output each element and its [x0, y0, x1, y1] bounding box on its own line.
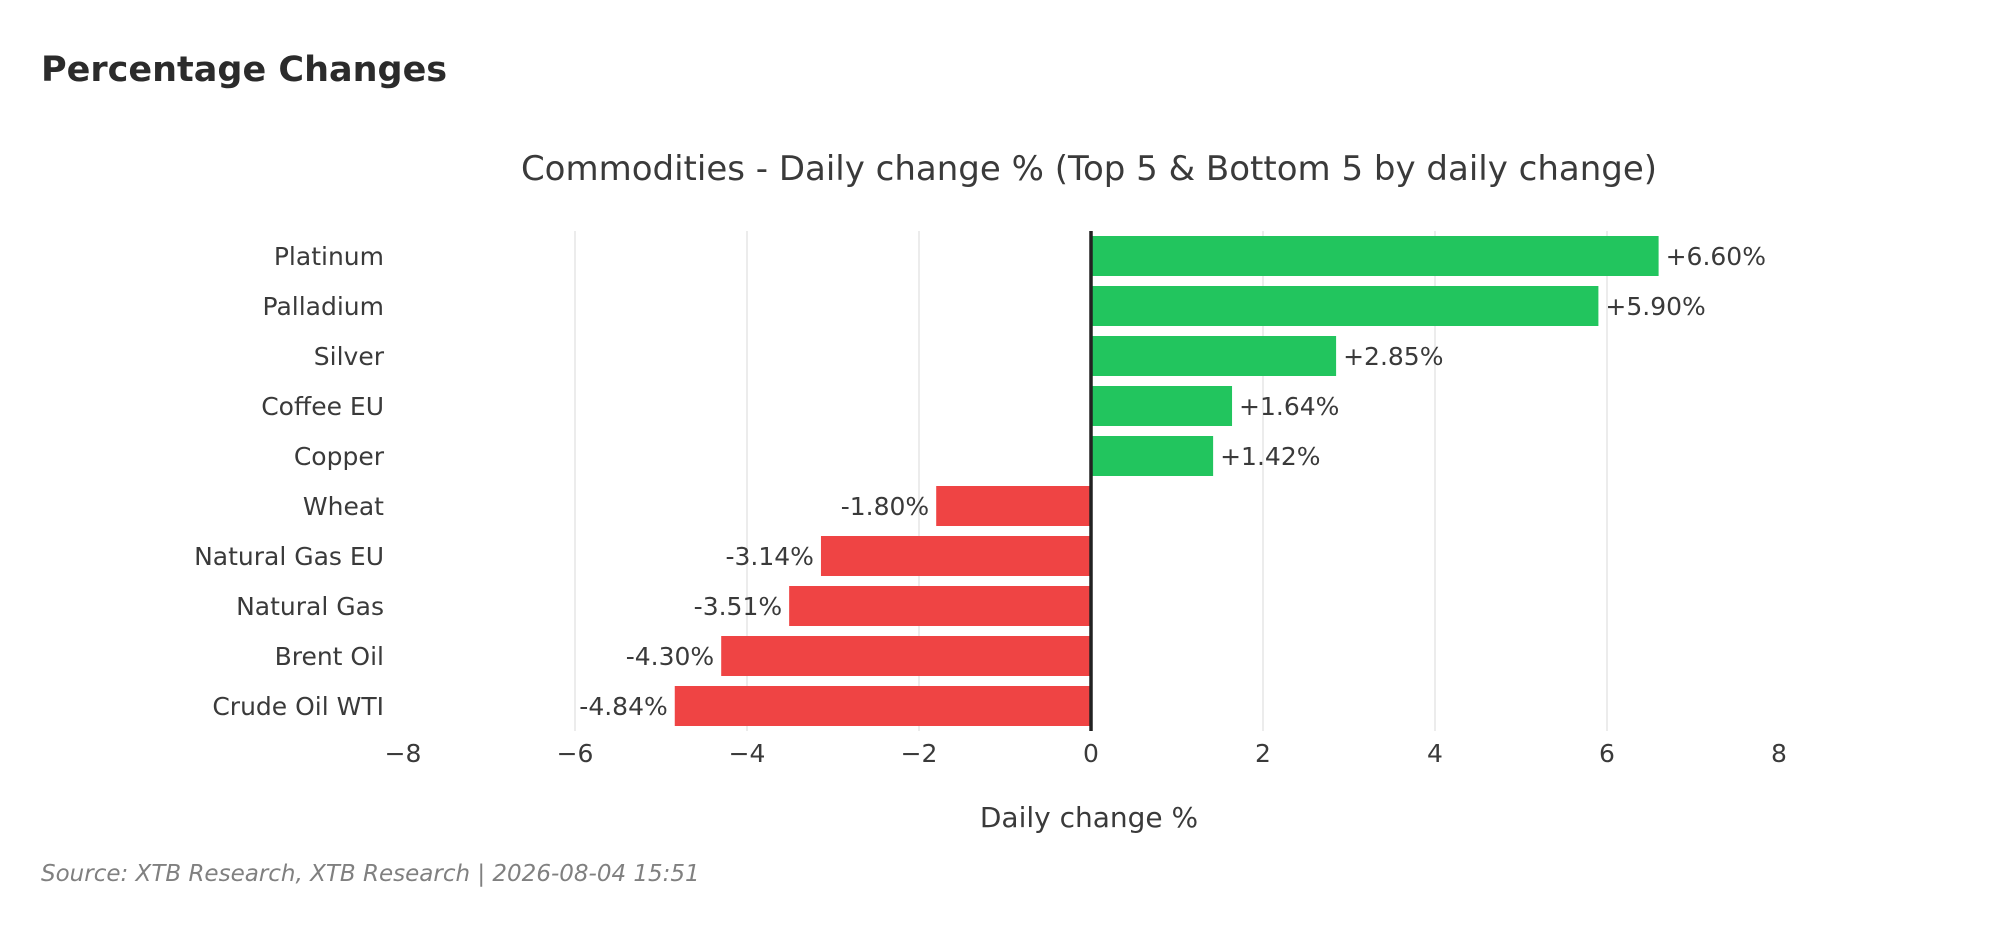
- x-tick-label: −4: [729, 739, 766, 768]
- bars: [674, 236, 1659, 726]
- x-tick-labels: −8 −6 −4 −2 0 2 4 6 8: [385, 739, 1787, 768]
- x-tick-label: −8: [385, 739, 422, 768]
- x-tick-label: 6: [1599, 739, 1615, 768]
- bar-value-label: -4.84%: [579, 692, 667, 721]
- bar: [789, 586, 1091, 626]
- category-label: Palladium: [263, 292, 385, 321]
- bar: [721, 636, 1091, 676]
- page-heading: Percentage Changes: [41, 50, 448, 90]
- bar-value-label: -4.30%: [626, 642, 714, 671]
- bar: [1091, 336, 1337, 376]
- bar-value-label: +1.42%: [1220, 442, 1320, 471]
- bar-value-label: +5.90%: [1605, 292, 1705, 321]
- bar: [1091, 386, 1233, 426]
- bar: [1091, 436, 1214, 476]
- x-tick-label: −2: [901, 739, 938, 768]
- chart-title: Commodities - Daily change % (Top 5 & Bo…: [521, 149, 1657, 189]
- x-axis-label: Daily change %: [980, 801, 1198, 834]
- category-label: Coffee EU: [261, 392, 384, 421]
- category-label: Wheat: [303, 492, 384, 521]
- category-label: Crude Oil WTI: [212, 692, 384, 721]
- category-label: Natural Gas: [236, 592, 384, 621]
- x-tick-label: 4: [1427, 739, 1443, 768]
- category-labels: Platinum Palladium Silver Coffee EU Copper Wh…: [194, 242, 385, 721]
- bar-value-label: -3.14%: [726, 542, 814, 571]
- bar: [1091, 236, 1659, 276]
- x-tick-label: 8: [1771, 739, 1787, 768]
- bar: [674, 686, 1091, 726]
- category-label: Copper: [294, 442, 385, 471]
- category-label: Silver: [314, 342, 385, 371]
- source-note: Source: XTB Research, XTB Research | 202…: [41, 861, 700, 887]
- bar: [936, 486, 1091, 526]
- bar: [1091, 286, 1599, 326]
- x-tick-label: 0: [1083, 739, 1099, 768]
- category-label: Natural Gas EU: [194, 542, 384, 571]
- bar-value-label: +6.60%: [1666, 242, 1766, 271]
- x-tick-label: 2: [1255, 739, 1271, 768]
- bar-value-label: -1.80%: [841, 492, 929, 521]
- x-tick-label: −6: [557, 739, 594, 768]
- value-labels: +6.60% +5.90% +2.85%+1.64% +1.42% -1.80% -3.1…: [579, 242, 1766, 721]
- category-label: Brent Oil: [275, 642, 384, 671]
- bar-value-label: +2.85%: [1343, 342, 1443, 371]
- bar-value-label: +1.64%: [1239, 392, 1339, 421]
- bar-value-label: -3.51%: [694, 592, 782, 621]
- category-label: Platinum: [274, 242, 384, 271]
- bar: [820, 536, 1091, 576]
